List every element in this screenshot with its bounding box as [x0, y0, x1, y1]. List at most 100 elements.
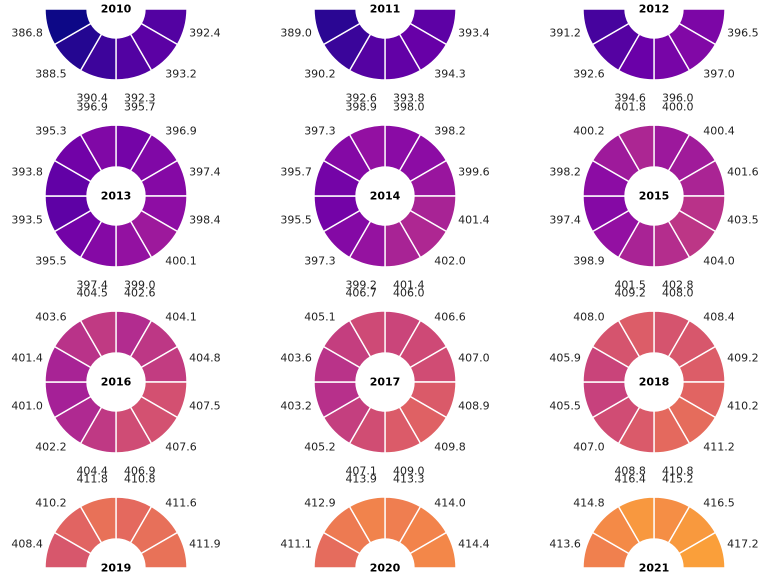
- donut-segment: [617, 496, 655, 544]
- year-label: 2016: [101, 376, 132, 389]
- value-label: 401.4: [393, 278, 425, 291]
- value-label: 409.2: [614, 287, 646, 300]
- value-label: 411.1: [280, 538, 312, 551]
- value-label: 409.0: [393, 464, 425, 477]
- donut-segment: [79, 496, 117, 544]
- donut-2019: 410.8 411.6 411.9 408.4 410.2 411.8 2019: [11, 473, 220, 575]
- value-label: 401.4: [11, 352, 43, 365]
- value-label: 408.0: [573, 310, 605, 323]
- year-label: 2019: [101, 562, 132, 575]
- value-label: 412.9: [304, 496, 336, 509]
- value-label: 397.0: [703, 68, 735, 81]
- donut-2014: 398.0 398.2 399.6 401.4 402.0 401.4 399.2 397.3…: [280, 101, 489, 292]
- value-label: 411.9: [189, 538, 221, 551]
- value-label: 397.4: [549, 213, 581, 226]
- value-label: 400.1: [165, 255, 197, 268]
- value-label: 405.5: [549, 399, 581, 412]
- value-label: 386.8: [11, 26, 43, 39]
- value-label: 405.1: [304, 310, 336, 323]
- value-label: 392.4: [189, 26, 221, 39]
- value-label: 395.7: [280, 166, 312, 179]
- value-label: 396.0: [662, 91, 694, 104]
- value-label: 406.0: [393, 287, 425, 300]
- donut-2016: 402.6 404.1 404.8 407.5 407.6 406.9 404.4 402.2…: [11, 287, 220, 478]
- donut-segment: [313, 8, 361, 46]
- value-label: 397.4: [189, 166, 221, 179]
- donut-2020: 413.3 414.0 414.4 411.1 412.9 413.9 2020: [280, 473, 489, 575]
- donut-2012: 396.5 397.0 396.0 394.6 392.6 391.2 2012: [549, 3, 758, 105]
- value-label: 414.8: [573, 496, 605, 509]
- value-label: 401.8: [614, 101, 646, 114]
- value-label: 410.2: [35, 496, 67, 509]
- value-label: 399.6: [458, 166, 490, 179]
- value-label: 397.3: [304, 124, 336, 137]
- donut-segment: [140, 531, 188, 569]
- donut-segment: [348, 496, 386, 544]
- value-label: 402.6: [124, 287, 156, 300]
- donut-2018: 408.0 408.4 409.2 410.2 411.2 410.8 408.8 407.0…: [549, 287, 758, 478]
- value-label: 401.6: [727, 166, 759, 179]
- value-label: 395.3: [35, 124, 67, 137]
- value-label: 398.9: [573, 255, 605, 268]
- value-label: 408.8: [614, 464, 646, 477]
- value-label: 408.4: [11, 538, 43, 551]
- value-label: 401.5: [614, 278, 646, 291]
- value-label: 389.0: [280, 26, 312, 39]
- value-label: 396.5: [727, 26, 759, 39]
- value-label: 399.2: [345, 278, 377, 291]
- value-label: 411.2: [703, 441, 735, 454]
- year-label: 2020: [370, 562, 401, 575]
- value-label: 402.0: [434, 255, 466, 268]
- value-label: 395.7: [124, 101, 156, 114]
- value-label: 401.4: [458, 213, 490, 226]
- value-label: 417.2: [727, 538, 759, 551]
- value-label: 405.9: [549, 352, 581, 365]
- value-label: 398.2: [434, 124, 466, 137]
- value-label: 403.6: [280, 352, 312, 365]
- value-label: 390.2: [304, 68, 336, 81]
- value-label: 398.0: [393, 101, 425, 114]
- value-label: 407.6: [165, 441, 197, 454]
- value-label: 404.5: [76, 287, 108, 300]
- value-label: 402.2: [35, 441, 67, 454]
- value-label: 393.5: [11, 213, 43, 226]
- donut-2017: 406.0 406.6 407.0 408.9 409.8 409.0 407.1 405.2…: [280, 287, 489, 478]
- value-label: 395.5: [280, 213, 312, 226]
- value-label: 404.4: [76, 464, 108, 477]
- value-label: 406.9: [124, 464, 156, 477]
- value-label: 393.8: [11, 166, 43, 179]
- donut-segment: [617, 310, 655, 358]
- value-label: 406.7: [345, 287, 377, 300]
- value-label: 416.4: [614, 473, 646, 486]
- value-label: 397.4: [76, 278, 108, 291]
- value-label: 398.2: [549, 166, 581, 179]
- value-label: 403.2: [280, 399, 312, 412]
- year-label: 2011: [370, 3, 401, 16]
- value-label: 414.0: [434, 496, 466, 509]
- value-label: 392.3: [124, 91, 156, 104]
- value-label: 404.8: [189, 352, 221, 365]
- donut-2015: 400.0 400.4 401.6 403.5 404.0 402.8 401.5 398.9…: [549, 101, 758, 292]
- value-label: 407.0: [573, 441, 605, 454]
- value-label: 403.5: [727, 213, 759, 226]
- value-label: 410.8: [124, 473, 156, 486]
- value-label: 406.6: [434, 310, 466, 323]
- year-label: 2013: [101, 190, 132, 203]
- value-label: 407.0: [458, 352, 490, 365]
- value-label: 393.2: [165, 68, 197, 81]
- value-label: 413.6: [549, 538, 581, 551]
- value-label: 396.9: [165, 124, 197, 137]
- value-label: 400.0: [662, 101, 694, 114]
- value-label: 394.6: [614, 91, 646, 104]
- value-label: 392.6: [573, 68, 605, 81]
- value-label: 416.5: [703, 496, 735, 509]
- value-label: 404.0: [703, 255, 735, 268]
- donut-2021: 415.2 416.5 417.2 413.6 414.8 416.4 2021: [549, 473, 758, 575]
- donut-segment: [617, 124, 655, 172]
- year-label: 2014: [370, 190, 401, 203]
- value-label: 393.4: [458, 26, 490, 39]
- value-label: 395.5: [35, 255, 67, 268]
- donut-segment: [582, 8, 630, 46]
- year-label: 2017: [370, 376, 401, 389]
